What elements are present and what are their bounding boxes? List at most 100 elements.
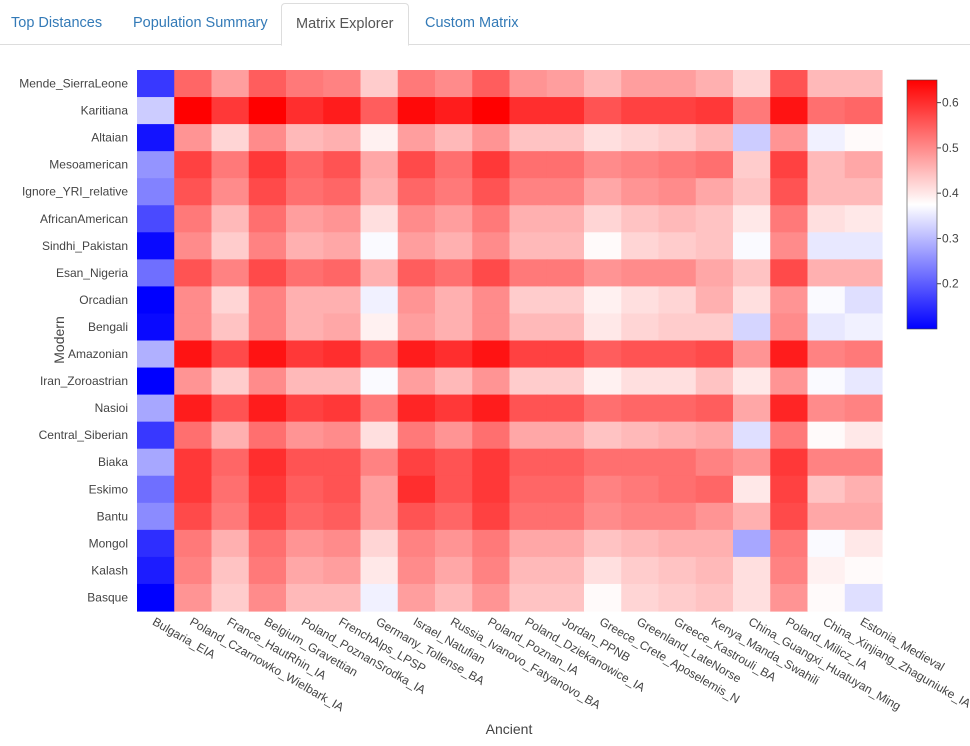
heatmap-cell[interactable] <box>211 178 250 206</box>
heatmap-cell[interactable] <box>770 259 809 287</box>
heatmap-cell[interactable] <box>137 394 175 423</box>
tab-top-distances[interactable]: Top Distances <box>11 15 103 31</box>
heatmap-cell[interactable] <box>248 124 287 152</box>
heatmap-cell[interactable] <box>621 502 660 531</box>
heatmap-cell[interactable] <box>286 556 324 585</box>
heatmap-cell[interactable] <box>844 502 883 531</box>
heatmap-cell[interactable] <box>248 556 287 585</box>
heatmap-cell[interactable] <box>844 421 883 450</box>
heatmap-cell[interactable] <box>174 340 213 369</box>
heatmap-cell[interactable] <box>621 583 660 612</box>
heatmap-cell[interactable] <box>546 124 585 152</box>
heatmap-cell[interactable] <box>546 340 585 369</box>
heatmap-cell[interactable] <box>807 178 846 206</box>
heatmap-cell[interactable] <box>509 421 548 450</box>
heatmap-cell[interactable] <box>137 367 175 396</box>
heatmap-cell[interactable] <box>360 97 399 125</box>
heatmap-cell[interactable] <box>509 583 548 612</box>
heatmap-cell[interactable] <box>360 151 399 179</box>
heatmap-cell[interactable] <box>584 70 622 98</box>
heatmap-cell[interactable] <box>770 286 809 315</box>
heatmap-cell[interactable] <box>546 556 585 585</box>
heatmap-cell[interactable] <box>323 313 362 342</box>
heatmap-cell[interactable] <box>211 286 250 315</box>
heatmap-cell[interactable] <box>248 367 287 396</box>
heatmap-cell[interactable] <box>397 340 436 369</box>
heatmap-cell[interactable] <box>584 583 622 612</box>
heatmap-cell[interactable] <box>621 70 660 98</box>
heatmap-cell[interactable] <box>621 97 660 125</box>
heatmap-cell[interactable] <box>137 583 175 612</box>
heatmap-cell[interactable] <box>844 205 883 233</box>
heatmap-cell[interactable] <box>137 259 175 287</box>
heatmap-cell[interactable] <box>286 97 324 125</box>
heatmap-cell[interactable] <box>807 448 846 477</box>
heatmap-cell[interactable] <box>658 529 697 558</box>
heatmap-cell[interactable] <box>174 70 213 98</box>
heatmap-cell[interactable] <box>360 232 399 260</box>
heatmap-cell[interactable] <box>658 340 697 369</box>
heatmap-cell[interactable] <box>323 394 362 423</box>
heatmap-cell[interactable] <box>323 97 362 125</box>
heatmap-cell[interactable] <box>472 448 511 477</box>
heatmap-cell[interactable] <box>248 448 287 477</box>
heatmap-cell[interactable] <box>435 97 473 125</box>
heatmap-cell[interactable] <box>658 232 697 260</box>
heatmap-cell[interactable] <box>658 70 697 98</box>
heatmap-cell[interactable] <box>323 529 362 558</box>
heatmap-cell[interactable] <box>621 205 660 233</box>
heatmap-cell[interactable] <box>770 556 809 585</box>
heatmap-cell[interactable] <box>770 502 809 531</box>
heatmap-cell[interactable] <box>546 232 585 260</box>
heatmap-cell[interactable] <box>807 502 846 531</box>
heatmap-cell[interactable] <box>621 259 660 287</box>
heatmap-cell[interactable] <box>211 97 250 125</box>
heatmap-cell[interactable] <box>323 151 362 179</box>
heatmap-cell[interactable] <box>807 70 846 98</box>
heatmap-cell[interactable] <box>397 286 436 315</box>
heatmap-cell[interactable] <box>509 340 548 369</box>
heatmap-cell[interactable] <box>509 178 548 206</box>
heatmap-cell[interactable] <box>323 205 362 233</box>
heatmap-cell[interactable] <box>509 529 548 558</box>
heatmap-cell[interactable] <box>435 313 473 342</box>
heatmap-cell[interactable] <box>248 394 287 423</box>
heatmap-cell[interactable] <box>807 232 846 260</box>
heatmap-cell[interactable] <box>174 286 213 315</box>
heatmap-cell[interactable] <box>397 421 436 450</box>
heatmap-cell[interactable] <box>137 556 175 585</box>
heatmap-cell[interactable] <box>286 286 324 315</box>
heatmap-cell[interactable] <box>807 556 846 585</box>
heatmap-cell[interactable] <box>658 205 697 233</box>
heatmap-cell[interactable] <box>844 475 883 504</box>
heatmap-cell[interactable] <box>360 124 399 152</box>
heatmap-cell[interactable] <box>435 502 473 531</box>
heatmap-cell[interactable] <box>733 367 771 396</box>
heatmap-cell[interactable] <box>844 394 883 423</box>
heatmap-cell[interactable] <box>844 286 883 315</box>
heatmap-cell[interactable] <box>695 367 734 396</box>
heatmap-cell[interactable] <box>695 205 734 233</box>
heatmap-cell[interactable] <box>621 313 660 342</box>
heatmap-cell[interactable] <box>658 583 697 612</box>
heatmap-cell[interactable] <box>546 286 585 315</box>
heatmap-cell[interactable] <box>733 97 771 125</box>
tab-matrix-explorer[interactable]: Matrix Explorer <box>281 3 409 46</box>
heatmap-cell[interactable] <box>770 313 809 342</box>
heatmap-cell[interactable] <box>733 448 771 477</box>
heatmap-cell[interactable] <box>360 205 399 233</box>
heatmap-cell[interactable] <box>323 583 362 612</box>
heatmap-cell[interactable] <box>323 70 362 98</box>
heatmap-cell[interactable] <box>137 448 175 477</box>
heatmap-cell[interactable] <box>397 556 436 585</box>
heatmap-cell[interactable] <box>323 448 362 477</box>
heatmap-cell[interactable] <box>248 70 287 98</box>
heatmap-cell[interactable] <box>286 475 324 504</box>
heatmap-cell[interactable] <box>584 232 622 260</box>
heatmap-cell[interactable] <box>137 70 175 98</box>
heatmap-cell[interactable] <box>733 124 771 152</box>
heatmap-cell[interactable] <box>397 124 436 152</box>
heatmap-cell[interactable] <box>435 448 473 477</box>
heatmap-cell[interactable] <box>323 475 362 504</box>
heatmap-cell[interactable] <box>211 502 250 531</box>
